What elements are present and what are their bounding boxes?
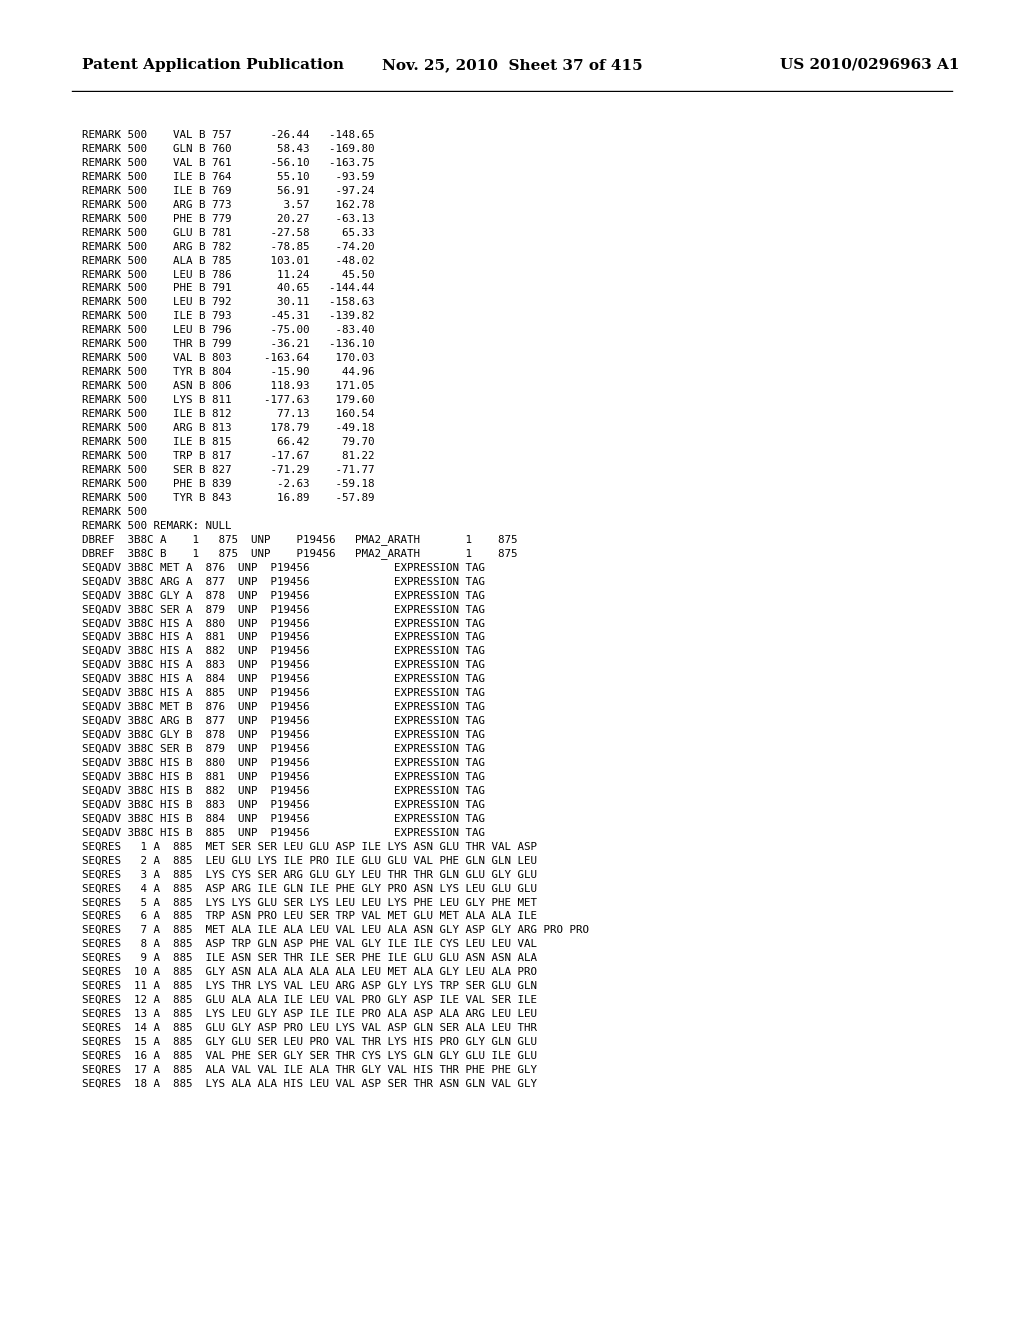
Text: REMARK 500    ASN B 806      118.93    171.05: REMARK 500 ASN B 806 118.93 171.05 xyxy=(82,381,375,391)
Text: SEQADV 3B8C MET B  876  UNP  P19456             EXPRESSION TAG: SEQADV 3B8C MET B 876 UNP P19456 EXPRESS… xyxy=(82,702,485,711)
Text: SEQADV 3B8C HIS B  880  UNP  P19456             EXPRESSION TAG: SEQADV 3B8C HIS B 880 UNP P19456 EXPRESS… xyxy=(82,758,485,768)
Text: SEQADV 3B8C SER A  879  UNP  P19456             EXPRESSION TAG: SEQADV 3B8C SER A 879 UNP P19456 EXPRESS… xyxy=(82,605,485,614)
Text: SEQADV 3B8C GLY A  878  UNP  P19456             EXPRESSION TAG: SEQADV 3B8C GLY A 878 UNP P19456 EXPRESS… xyxy=(82,590,485,601)
Text: Nov. 25, 2010  Sheet 37 of 415: Nov. 25, 2010 Sheet 37 of 415 xyxy=(382,58,642,73)
Text: SEQRES  16 A  885  VAL PHE SER GLY SER THR CYS LYS GLN GLY GLU ILE GLU: SEQRES 16 A 885 VAL PHE SER GLY SER THR … xyxy=(82,1051,537,1061)
Text: SEQADV 3B8C HIS A  880  UNP  P19456             EXPRESSION TAG: SEQADV 3B8C HIS A 880 UNP P19456 EXPRESS… xyxy=(82,618,485,628)
Text: SEQRES  13 A  885  LYS LEU GLY ASP ILE ILE PRO ALA ASP ALA ARG LEU LEU: SEQRES 13 A 885 LYS LEU GLY ASP ILE ILE … xyxy=(82,1008,537,1019)
Text: US 2010/0296963 A1: US 2010/0296963 A1 xyxy=(780,58,961,73)
Text: SEQADV 3B8C HIS A  884  UNP  P19456             EXPRESSION TAG: SEQADV 3B8C HIS A 884 UNP P19456 EXPRESS… xyxy=(82,675,485,684)
Text: SEQADV 3B8C ARG A  877  UNP  P19456             EXPRESSION TAG: SEQADV 3B8C ARG A 877 UNP P19456 EXPRESS… xyxy=(82,577,485,586)
Text: REMARK 500    TYR B 804      -15.90     44.96: REMARK 500 TYR B 804 -15.90 44.96 xyxy=(82,367,375,378)
Text: SEQRES   7 A  885  MET ALA ILE ALA LEU VAL LEU ALA ASN GLY ASP GLY ARG PRO PRO: SEQRES 7 A 885 MET ALA ILE ALA LEU VAL L… xyxy=(82,925,589,935)
Text: SEQADV 3B8C MET A  876  UNP  P19456             EXPRESSION TAG: SEQADV 3B8C MET A 876 UNP P19456 EXPRESS… xyxy=(82,562,485,573)
Text: REMARK 500    ARG B 782      -78.85    -74.20: REMARK 500 ARG B 782 -78.85 -74.20 xyxy=(82,242,375,252)
Text: SEQRES   2 A  885  LEU GLU LYS ILE PRO ILE GLU GLU VAL PHE GLN GLN LEU: SEQRES 2 A 885 LEU GLU LYS ILE PRO ILE G… xyxy=(82,855,537,866)
Text: DBREF  3B8C A    1   875  UNP    P19456   PMA2_ARATH       1    875: DBREF 3B8C A 1 875 UNP P19456 PMA2_ARATH… xyxy=(82,535,517,545)
Text: SEQRES   6 A  885  TRP ASN PRO LEU SER TRP VAL MET GLU MET ALA ALA ILE: SEQRES 6 A 885 TRP ASN PRO LEU SER TRP V… xyxy=(82,911,537,921)
Text: SEQRES  18 A  885  LYS ALA ALA HIS LEU VAL ASP SER THR ASN GLN VAL GLY: SEQRES 18 A 885 LYS ALA ALA HIS LEU VAL … xyxy=(82,1078,537,1089)
Text: SEQADV 3B8C HIS A  882  UNP  P19456             EXPRESSION TAG: SEQADV 3B8C HIS A 882 UNP P19456 EXPRESS… xyxy=(82,647,485,656)
Text: REMARK 500    TYR B 843       16.89    -57.89: REMARK 500 TYR B 843 16.89 -57.89 xyxy=(82,492,375,503)
Text: SEQADV 3B8C HIS A  881  UNP  P19456             EXPRESSION TAG: SEQADV 3B8C HIS A 881 UNP P19456 EXPRESS… xyxy=(82,632,485,643)
Text: SEQRES   9 A  885  ILE ASN SER THR ILE SER PHE ILE GLU GLU ASN ASN ALA: SEQRES 9 A 885 ILE ASN SER THR ILE SER P… xyxy=(82,953,537,964)
Text: REMARK 500    VAL B 803     -163.64    170.03: REMARK 500 VAL B 803 -163.64 170.03 xyxy=(82,354,375,363)
Text: SEQRES   3 A  885  LYS CYS SER ARG GLU GLY LEU THR THR GLN GLU GLY GLU: SEQRES 3 A 885 LYS CYS SER ARG GLU GLY L… xyxy=(82,870,537,879)
Text: REMARK 500    PHE B 791       40.65   -144.44: REMARK 500 PHE B 791 40.65 -144.44 xyxy=(82,284,375,293)
Text: REMARK 500    LEU B 786       11.24     45.50: REMARK 500 LEU B 786 11.24 45.50 xyxy=(82,269,375,280)
Text: SEQADV 3B8C GLY B  878  UNP  P19456             EXPRESSION TAG: SEQADV 3B8C GLY B 878 UNP P19456 EXPRESS… xyxy=(82,730,485,739)
Text: SEQADV 3B8C HIS B  881  UNP  P19456             EXPRESSION TAG: SEQADV 3B8C HIS B 881 UNP P19456 EXPRESS… xyxy=(82,772,485,781)
Text: REMARK 500    ALA B 785      103.01    -48.02: REMARK 500 ALA B 785 103.01 -48.02 xyxy=(82,256,375,265)
Text: REMARK 500    ILE B 764       55.10    -93.59: REMARK 500 ILE B 764 55.10 -93.59 xyxy=(82,172,375,182)
Text: SEQRES  15 A  885  GLY GLU SER LEU PRO VAL THR LYS HIS PRO GLY GLN GLU: SEQRES 15 A 885 GLY GLU SER LEU PRO VAL … xyxy=(82,1036,537,1047)
Text: REMARK 500 REMARK: NULL: REMARK 500 REMARK: NULL xyxy=(82,520,231,531)
Text: SEQRES   5 A  885  LYS LYS GLU SER LYS LEU LEU LYS PHE LEU GLY PHE MET: SEQRES 5 A 885 LYS LYS GLU SER LYS LEU L… xyxy=(82,898,537,907)
Text: REMARK 500    GLN B 760       58.43   -169.80: REMARK 500 GLN B 760 58.43 -169.80 xyxy=(82,144,375,154)
Text: SEQADV 3B8C ARG B  877  UNP  P19456             EXPRESSION TAG: SEQADV 3B8C ARG B 877 UNP P19456 EXPRESS… xyxy=(82,715,485,726)
Text: SEQADV 3B8C HIS A  885  UNP  P19456             EXPRESSION TAG: SEQADV 3B8C HIS A 885 UNP P19456 EXPRESS… xyxy=(82,688,485,698)
Text: SEQRES   8 A  885  ASP TRP GLN ASP PHE VAL GLY ILE ILE CYS LEU LEU VAL: SEQRES 8 A 885 ASP TRP GLN ASP PHE VAL G… xyxy=(82,939,537,949)
Text: SEQADV 3B8C HIS B  882  UNP  P19456             EXPRESSION TAG: SEQADV 3B8C HIS B 882 UNP P19456 EXPRESS… xyxy=(82,785,485,796)
Text: REMARK 500    PHE B 839       -2.63    -59.18: REMARK 500 PHE B 839 -2.63 -59.18 xyxy=(82,479,375,488)
Text: SEQRES  11 A  885  LYS THR LYS VAL LEU ARG ASP GLY LYS TRP SER GLU GLN: SEQRES 11 A 885 LYS THR LYS VAL LEU ARG … xyxy=(82,981,537,991)
Text: REMARK 500    LYS B 811     -177.63    179.60: REMARK 500 LYS B 811 -177.63 179.60 xyxy=(82,395,375,405)
Text: REMARK 500: REMARK 500 xyxy=(82,507,147,516)
Text: REMARK 500    ILE B 815       66.42     79.70: REMARK 500 ILE B 815 66.42 79.70 xyxy=(82,437,375,447)
Text: REMARK 500    GLU B 781      -27.58     65.33: REMARK 500 GLU B 781 -27.58 65.33 xyxy=(82,227,375,238)
Text: REMARK 500    LEU B 796      -75.00    -83.40: REMARK 500 LEU B 796 -75.00 -83.40 xyxy=(82,325,375,335)
Text: REMARK 500    VAL B 757      -26.44   -148.65: REMARK 500 VAL B 757 -26.44 -148.65 xyxy=(82,129,375,140)
Text: SEQRES  12 A  885  GLU ALA ALA ILE LEU VAL PRO GLY ASP ILE VAL SER ILE: SEQRES 12 A 885 GLU ALA ALA ILE LEU VAL … xyxy=(82,995,537,1005)
Text: SEQADV 3B8C SER B  879  UNP  P19456             EXPRESSION TAG: SEQADV 3B8C SER B 879 UNP P19456 EXPRESS… xyxy=(82,743,485,754)
Text: SEQADV 3B8C HIS A  883  UNP  P19456             EXPRESSION TAG: SEQADV 3B8C HIS A 883 UNP P19456 EXPRESS… xyxy=(82,660,485,671)
Text: REMARK 500    ARG B 813      178.79    -49.18: REMARK 500 ARG B 813 178.79 -49.18 xyxy=(82,422,375,433)
Text: REMARK 500    SER B 827      -71.29    -71.77: REMARK 500 SER B 827 -71.29 -71.77 xyxy=(82,465,375,475)
Text: DBREF  3B8C B    1   875  UNP    P19456   PMA2_ARATH       1    875: DBREF 3B8C B 1 875 UNP P19456 PMA2_ARATH… xyxy=(82,549,517,560)
Text: SEQADV 3B8C HIS B  883  UNP  P19456             EXPRESSION TAG: SEQADV 3B8C HIS B 883 UNP P19456 EXPRESS… xyxy=(82,800,485,809)
Text: REMARK 500    TRP B 817      -17.67     81.22: REMARK 500 TRP B 817 -17.67 81.22 xyxy=(82,451,375,461)
Text: REMARK 500    ILE B 793      -45.31   -139.82: REMARK 500 ILE B 793 -45.31 -139.82 xyxy=(82,312,375,321)
Text: SEQRES  14 A  885  GLU GLY ASP PRO LEU LYS VAL ASP GLN SER ALA LEU THR: SEQRES 14 A 885 GLU GLY ASP PRO LEU LYS … xyxy=(82,1023,537,1032)
Text: REMARK 500    ILE B 812       77.13    160.54: REMARK 500 ILE B 812 77.13 160.54 xyxy=(82,409,375,418)
Text: REMARK 500    VAL B 761      -56.10   -163.75: REMARK 500 VAL B 761 -56.10 -163.75 xyxy=(82,158,375,168)
Text: REMARK 500    ARG B 773        3.57    162.78: REMARK 500 ARG B 773 3.57 162.78 xyxy=(82,199,375,210)
Text: SEQADV 3B8C HIS B  885  UNP  P19456             EXPRESSION TAG: SEQADV 3B8C HIS B 885 UNP P19456 EXPRESS… xyxy=(82,828,485,837)
Text: SEQRES   4 A  885  ASP ARG ILE GLN ILE PHE GLY PRO ASN LYS LEU GLU GLU: SEQRES 4 A 885 ASP ARG ILE GLN ILE PHE G… xyxy=(82,883,537,894)
Text: REMARK 500    THR B 799      -36.21   -136.10: REMARK 500 THR B 799 -36.21 -136.10 xyxy=(82,339,375,350)
Text: REMARK 500    PHE B 779       20.27    -63.13: REMARK 500 PHE B 779 20.27 -63.13 xyxy=(82,214,375,223)
Text: SEQADV 3B8C HIS B  884  UNP  P19456             EXPRESSION TAG: SEQADV 3B8C HIS B 884 UNP P19456 EXPRESS… xyxy=(82,813,485,824)
Text: SEQRES  17 A  885  ALA VAL VAL ILE ALA THR GLY VAL HIS THR PHE PHE GLY: SEQRES 17 A 885 ALA VAL VAL ILE ALA THR … xyxy=(82,1065,537,1074)
Text: REMARK 500    ILE B 769       56.91    -97.24: REMARK 500 ILE B 769 56.91 -97.24 xyxy=(82,186,375,195)
Text: REMARK 500    LEU B 792       30.11   -158.63: REMARK 500 LEU B 792 30.11 -158.63 xyxy=(82,297,375,308)
Text: SEQRES   1 A  885  MET SER SER LEU GLU ASP ILE LYS ASN GLU THR VAL ASP: SEQRES 1 A 885 MET SER SER LEU GLU ASP I… xyxy=(82,841,537,851)
Text: SEQRES  10 A  885  GLY ASN ALA ALA ALA ALA LEU MET ALA GLY LEU ALA PRO: SEQRES 10 A 885 GLY ASN ALA ALA ALA ALA … xyxy=(82,968,537,977)
Text: Patent Application Publication: Patent Application Publication xyxy=(82,58,344,73)
